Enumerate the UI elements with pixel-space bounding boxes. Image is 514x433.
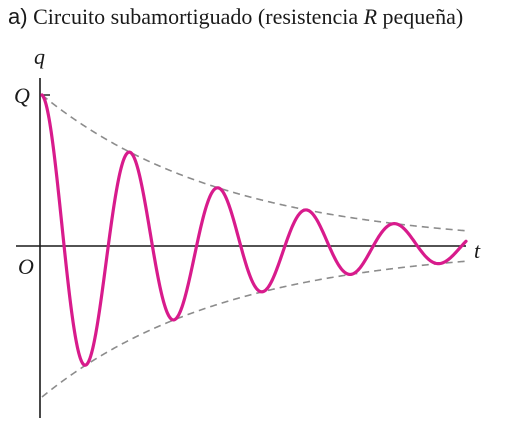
- upper-envelope-curve: [41, 94, 467, 232]
- y-axis-label: q: [34, 44, 45, 69]
- damped-oscillation-curve: [40, 93, 468, 367]
- origin-label: O: [18, 254, 34, 279]
- figure-part-label: a): [8, 4, 28, 29]
- amplitude-label: Q: [14, 83, 30, 108]
- figure-title-variable: R: [363, 4, 378, 29]
- figure-title-text-before: Circuito subamortiguado (resistencia: [33, 4, 364, 29]
- lower-envelope-curve: [41, 260, 467, 398]
- x-axis-label: t: [474, 238, 481, 263]
- figure-title-text-after: pequeña): [377, 4, 464, 29]
- figure-title: a) Circuito subamortiguado (resistencia …: [8, 4, 463, 30]
